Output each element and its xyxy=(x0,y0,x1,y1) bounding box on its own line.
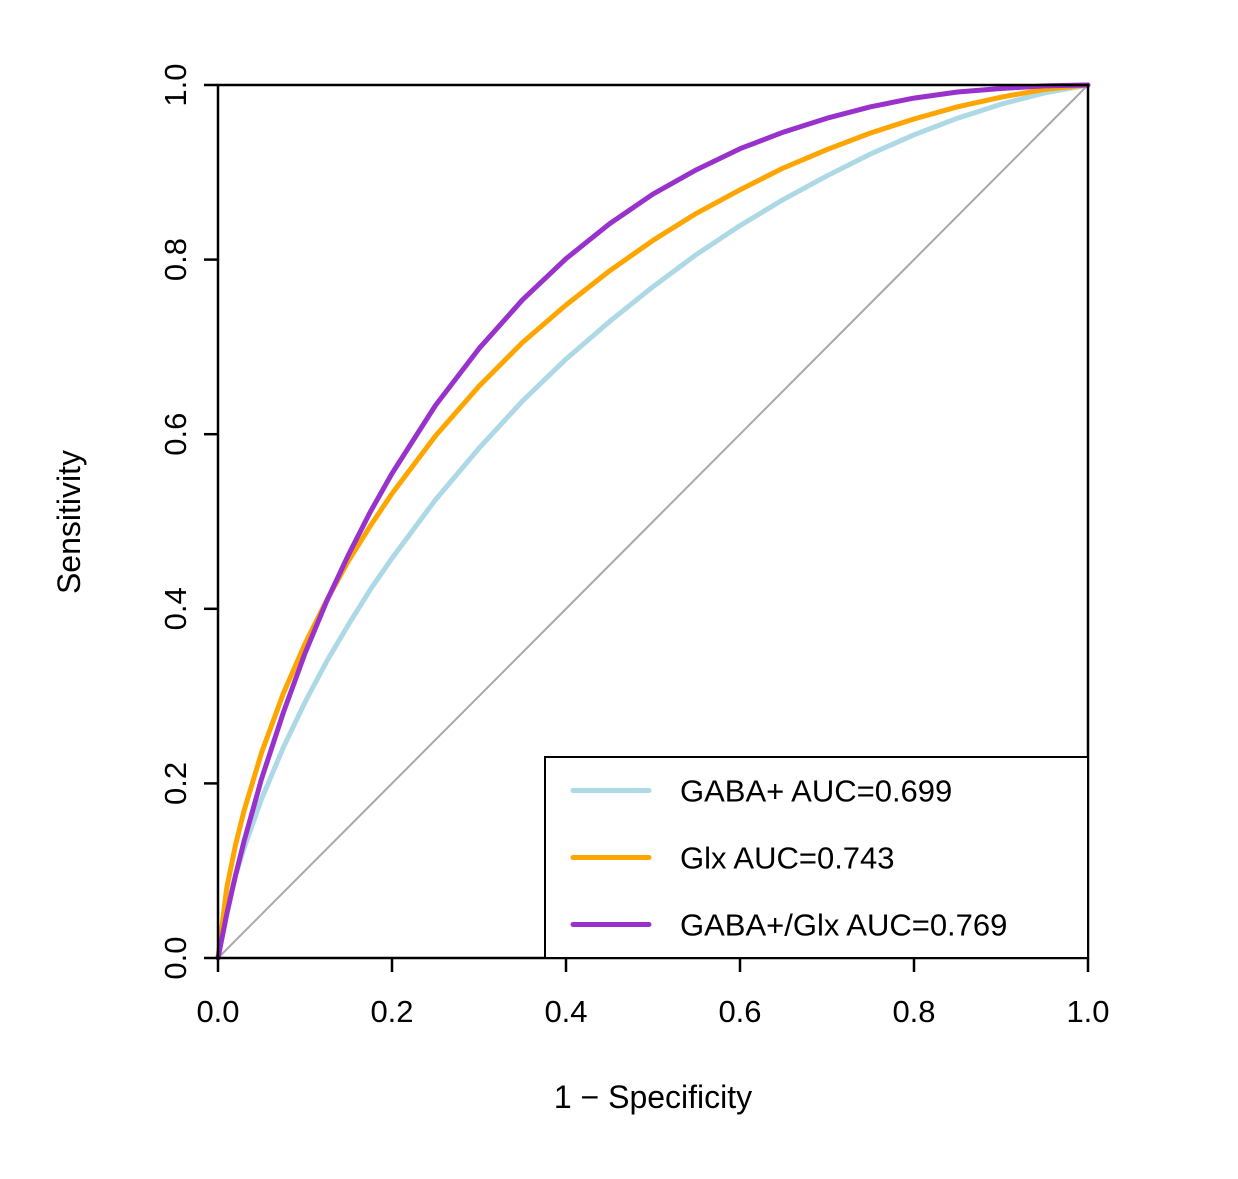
y-tick-label: 0.0 xyxy=(158,936,193,979)
legend-label-gaba-glx: GABA+/Glx AUC=0.769 xyxy=(680,908,1007,943)
x-axis-title: 1 − Specificity xyxy=(554,1079,752,1115)
roc-curve-gaba-glx xyxy=(215,82,1091,961)
x-tick-label: 1.0 xyxy=(1066,994,1109,1029)
x-tick-label: 0.8 xyxy=(892,994,935,1029)
y-tick-label: 0.2 xyxy=(158,762,193,805)
roc-curve-gaba xyxy=(215,82,1091,961)
y-axis-title: Sensitivity xyxy=(51,450,87,594)
roc-curve-glx xyxy=(215,82,1091,961)
legend: GABA+ AUC=0.699 Glx AUC=0.743 GABA+/Glx AU… xyxy=(544,756,1089,959)
x-tick-label: 0.0 xyxy=(196,994,239,1029)
legend-label-glx: Glx AUC=0.743 xyxy=(680,841,895,876)
x-tick-label: 0.4 xyxy=(544,994,587,1029)
y-tick-label: 0.8 xyxy=(158,238,193,281)
plot-area: 0.0 0.2 0.4 0.6 0.8 1.0 0.0 0.2 0.4 0.6 0.8 1.0 GABA… xyxy=(158,63,1110,1029)
x-tick-label: 0.2 xyxy=(370,994,413,1029)
legend-label-gaba: GABA+ AUC=0.699 xyxy=(680,774,952,809)
x-tick-label: 0.6 xyxy=(718,994,761,1029)
y-tick-label: 1.0 xyxy=(158,63,193,106)
y-tick-label: 0.4 xyxy=(158,587,193,630)
y-tick-label: 0.6 xyxy=(158,413,193,456)
reference-diagonal-line xyxy=(217,84,1089,959)
